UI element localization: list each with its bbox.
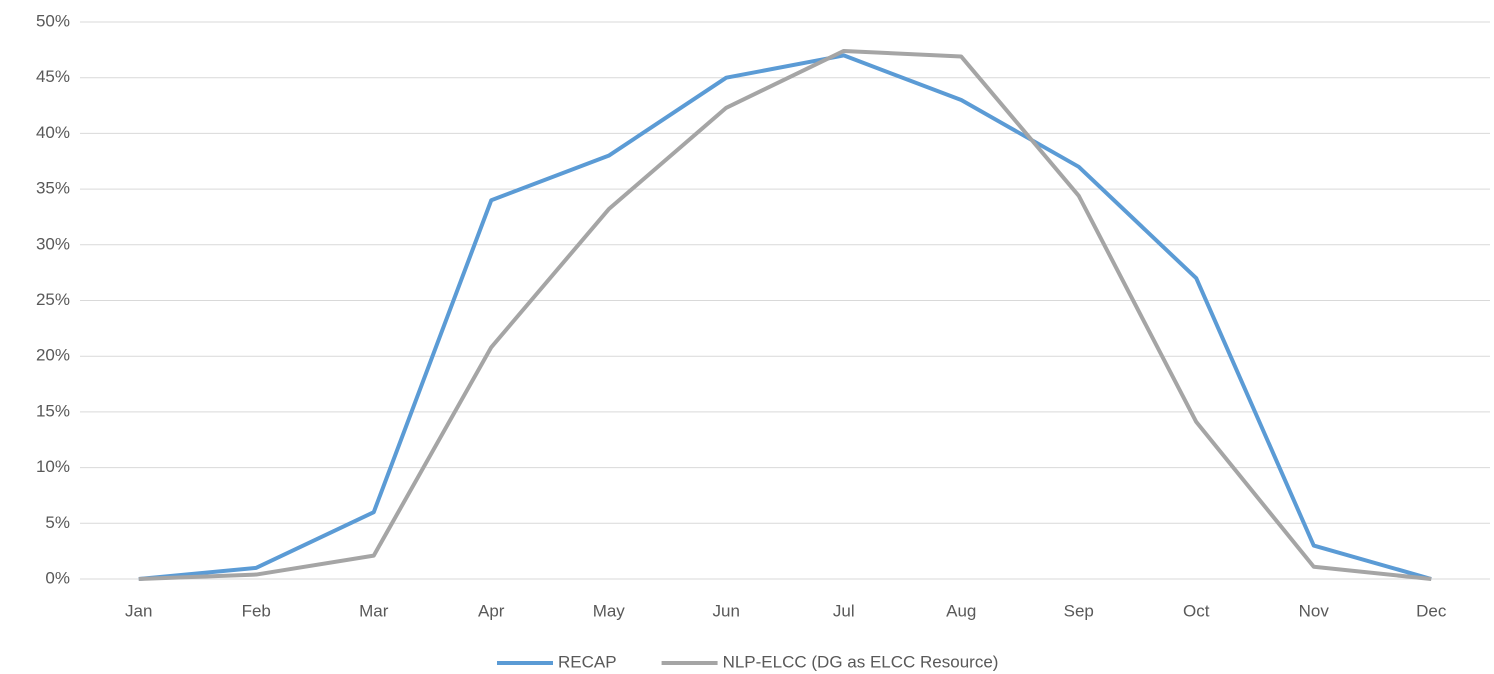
x-tick-label: Apr (478, 601, 505, 620)
x-tick-label: Aug (946, 601, 976, 620)
x-tick-label: Jun (713, 601, 740, 620)
y-tick-label: 30% (36, 234, 70, 253)
y-tick-label: 40% (36, 123, 70, 142)
series-line (138, 48, 1432, 581)
x-tick-label: Sep (1064, 601, 1094, 620)
y-tick-label: 15% (36, 401, 70, 420)
y-tick-label: 45% (36, 67, 70, 86)
x-tick-label: Mar (359, 601, 389, 620)
x-tick-label: Dec (1416, 601, 1447, 620)
x-tick-label: Nov (1299, 601, 1330, 620)
y-tick-label: 25% (36, 290, 70, 309)
series-line (138, 53, 1432, 581)
legend-label: NLP-ELCC (DG as ELCC Resource) (723, 652, 999, 671)
y-tick-label: 50% (36, 11, 70, 30)
x-tick-label: Jul (833, 601, 855, 620)
y-tick-label: 0% (45, 568, 70, 587)
x-tick-label: May (593, 601, 626, 620)
legend-label: RECAP (558, 652, 617, 671)
x-tick-label: Feb (242, 601, 271, 620)
y-tick-label: 35% (36, 179, 70, 198)
y-tick-label: 5% (45, 513, 70, 532)
x-tick-label: Oct (1183, 601, 1210, 620)
x-tick-label: Jan (125, 601, 152, 620)
y-tick-label: 10% (36, 457, 70, 476)
y-tick-label: 20% (36, 346, 70, 365)
